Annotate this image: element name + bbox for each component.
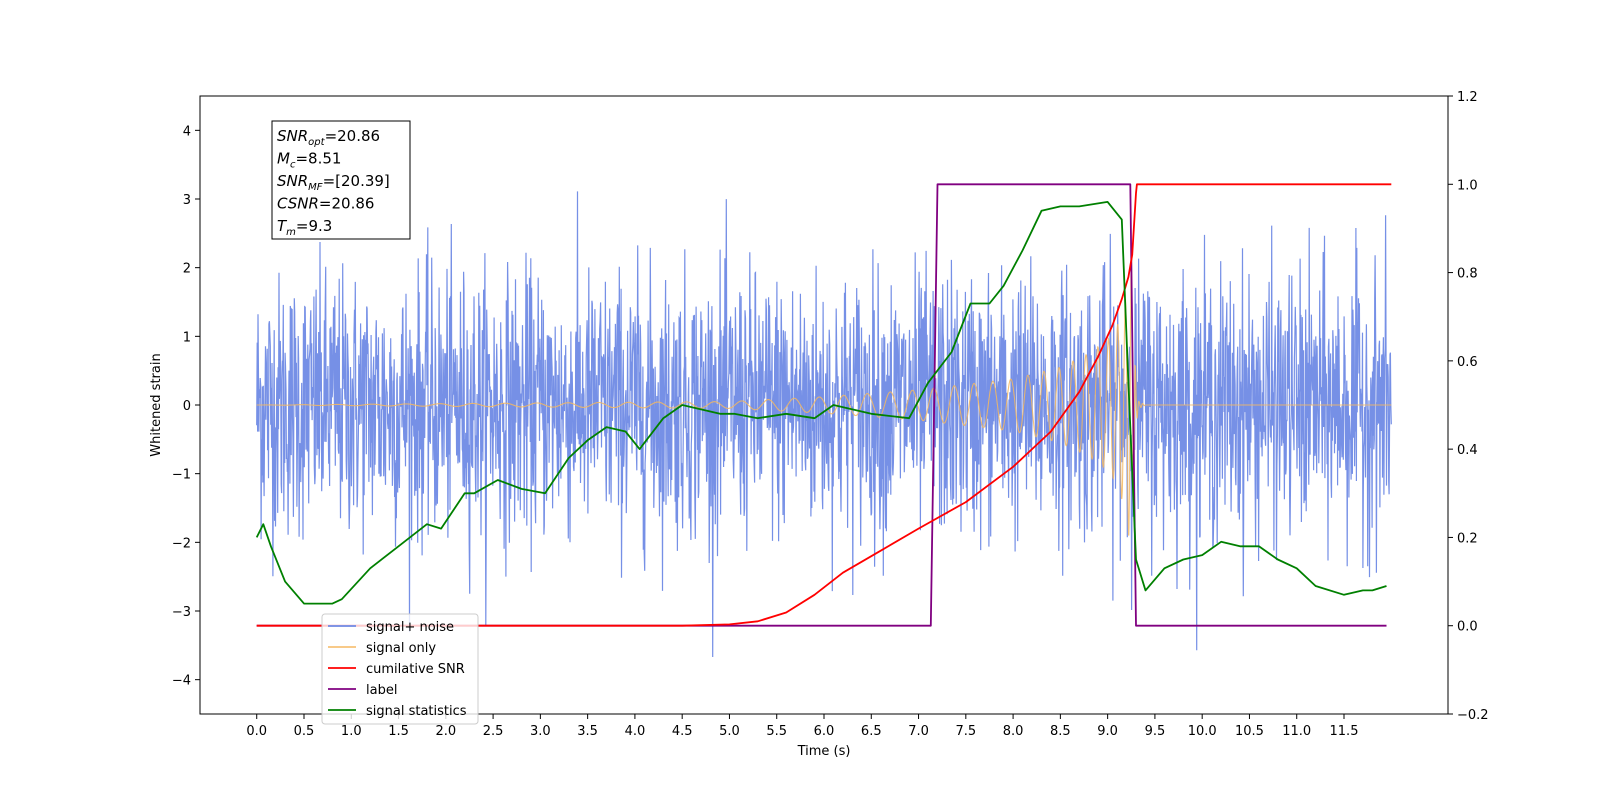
left-y-tick-label: 4 [183,124,191,139]
x-tick-label: 2.5 [483,724,504,739]
x-tick-label: 3.0 [530,724,551,739]
series-signal-statistics-line [255,200,1387,605]
legend-entry-label: cumilative SNR [366,662,465,677]
x-tick-label: 2.0 [435,724,456,739]
legend-entry-label: signal statistics [366,704,467,719]
right-y-tick-label: 0.4 [1457,443,1478,458]
x-tick-label: 1.5 [388,724,409,739]
right-y-tick-label: −0.2 [1457,708,1489,723]
left-y-tick-label: 2 [183,262,191,277]
x-tick-label: 7.0 [908,724,929,739]
right-y-axis-ticks: −0.2 0.0 0.2 0.4 0.6 0.8 1.0 1.2 [1448,90,1489,723]
left-y-tick-label: −1 [172,468,191,483]
legend-entry-label: label [366,683,397,698]
legend-entry-label: signal only [366,641,436,656]
left-y-tick-label: 0 [183,399,191,414]
legend: signal+ noise signal only cumilative SNR la… [321,613,479,725]
info-box-line: Mc=8.51 [277,150,341,171]
x-tick-label: 5.5 [766,724,787,739]
x-tick-label: 4.5 [672,724,693,739]
series-cumulative-snr-line [256,183,1392,627]
x-tick-label: 7.5 [955,724,976,739]
x-tick-label: 0.5 [294,724,315,739]
info-box-frame [271,120,411,240]
series-signal-noise-line [256,191,1392,658]
x-tick-label: 10.0 [1188,724,1217,739]
right-y-tick-label: 0.6 [1457,355,1478,370]
right-y-tick-label: 0.8 [1457,267,1478,282]
left-y-tick-label: 1 [183,330,191,345]
noise-series-layer [256,191,1392,658]
x-tick-label: 5.0 [719,724,740,739]
right-axis-series-layer [255,183,1392,627]
x-tick-label: 0.0 [246,724,267,739]
left-y-tick-label: −2 [172,536,191,551]
right-y-tick-label: 1.0 [1457,178,1478,193]
left-y-tick-label: 3 [183,193,191,208]
x-tick-label: 8.5 [1050,724,1071,739]
x-axis-ticks: 0.0 0.5 1.0 1.5 2.0 2.5 3.0 3.5 4.0 4.5 5.0 5.5 6.0 6… [246,714,1358,739]
x-tick-label: 6.0 [814,724,835,739]
x-tick-label: 11.5 [1330,724,1359,739]
legend-frame [321,613,479,725]
x-tick-label: 9.5 [1145,724,1166,739]
right-y-tick-label: 0.2 [1457,531,1478,546]
x-tick-label: 9.0 [1097,724,1118,739]
info-box-line: SNRopt=20.86 [277,127,380,148]
signal-series-layer [256,250,1392,536]
x-tick-label: 3.5 [577,724,598,739]
left-y-axis-label: Whitened strain [149,353,164,456]
right-y-tick-label: 0.0 [1457,620,1478,635]
info-box-line: CSNR=20.86 [277,195,374,213]
x-axis-label: Time (s) [797,744,851,759]
left-y-axis-ticks: −4 −3 −2 −1 0 1 2 3 4 [172,124,200,689]
legend-entry-label: signal+ noise [366,620,454,635]
x-tick-label: 10.5 [1235,724,1264,739]
x-tick-label: 6.5 [861,724,882,739]
series-signal-only-line [256,250,1392,536]
x-tick-label: 4.0 [625,724,646,739]
x-tick-label: 8.0 [1003,724,1024,739]
x-tick-label: 1.0 [341,724,362,739]
x-tick-label: 11.0 [1282,724,1311,739]
info-box-line: SNRMF=[20.39] [277,172,390,193]
series-label-line [256,183,1387,627]
right-y-tick-label: 1.2 [1457,90,1478,105]
left-y-tick-label: −4 [172,674,191,689]
info-box-line: Tm=9.3 [277,217,332,238]
left-y-tick-label: −3 [172,605,191,620]
